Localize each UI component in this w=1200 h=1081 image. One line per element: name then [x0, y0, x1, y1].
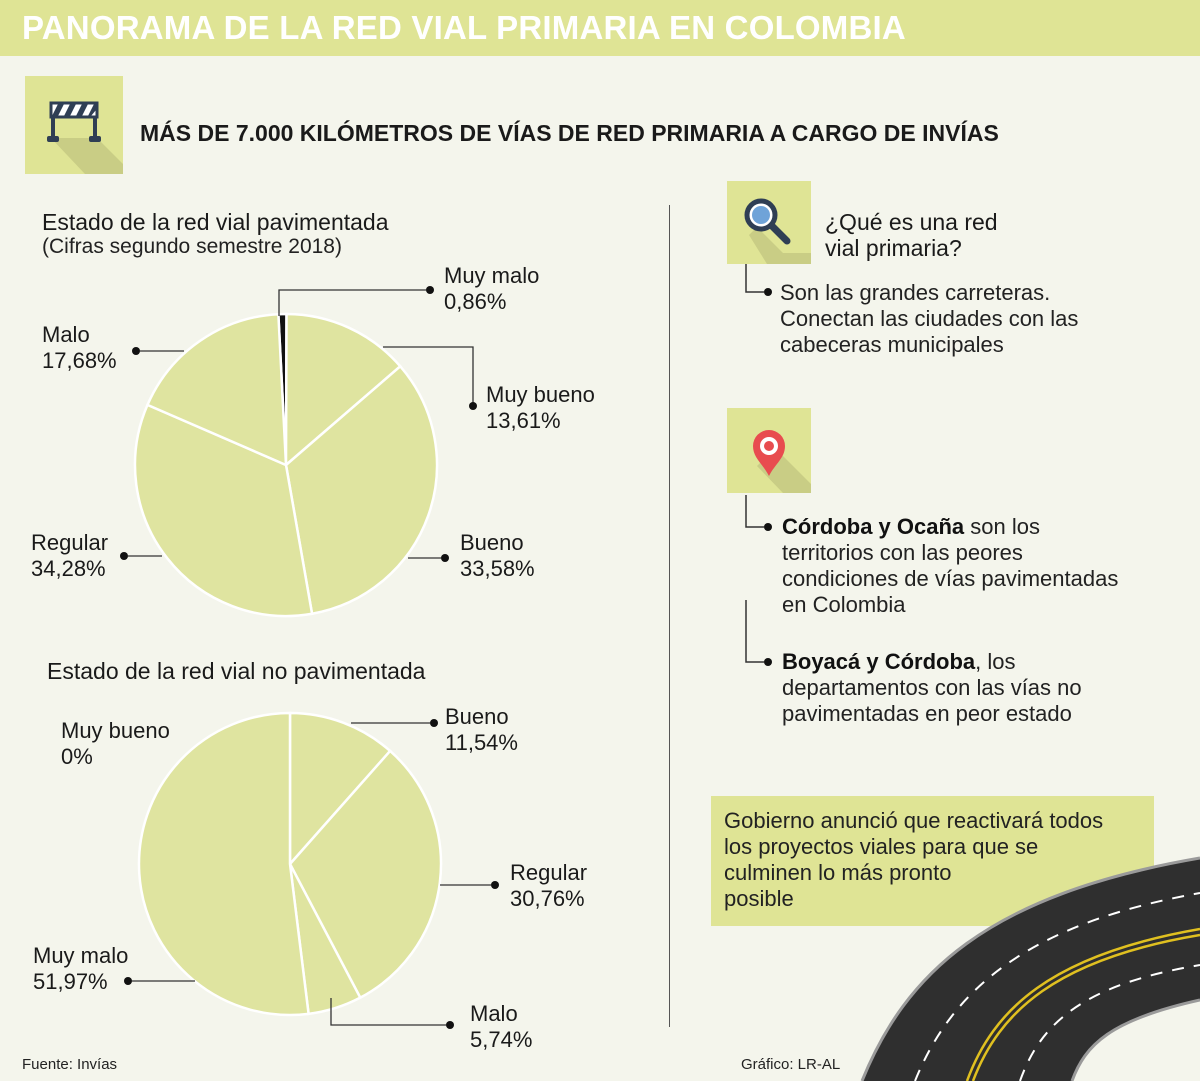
chart2-leader-bueno-dot: [430, 719, 438, 727]
chart2-leader-malo: [330, 998, 446, 1026]
chart2-leader-muy-malo-dot: [124, 977, 132, 985]
question-title: ¿Qué es una red vial primaria?: [825, 209, 998, 261]
chart1-leader-bueno-dot: [441, 554, 449, 562]
map-pin-icon: [727, 408, 811, 493]
chart1-leader-muy-malo: [278, 289, 426, 316]
chart1-leader-malo-dot: [132, 347, 140, 355]
chart2-slice-bueno: [288, 711, 392, 868]
chart2-label-bueno: Bueno 11,54%: [445, 704, 518, 755]
magnifier-icon: [727, 181, 811, 264]
credit-footer: Gráfico: LR-AL: [741, 1056, 841, 1073]
chart2-title: Estado de la red vial no pavimentada: [47, 658, 426, 684]
note-text: Gobierno anunció que reactivará todos lo…: [724, 808, 1104, 911]
chart1-label-muy-malo: Muy malo 0,86%: [444, 263, 540, 314]
vertical-divider: [669, 205, 670, 1027]
chart2-leader-malo-dot: [446, 1021, 454, 1029]
road-barrier-icon: [25, 76, 123, 174]
page-title: PANORAMA DE LA RED VIAL PRIMARIA EN COLO…: [22, 9, 906, 46]
chart2-slice-muy-malo: [137, 711, 310, 1017]
chart1-label-regular: Regular 34,28%: [31, 530, 109, 581]
chart1-title: Estado de la red vial pavimentada: [42, 209, 389, 235]
chart2-label-regular: Regular 30,76%: [510, 860, 588, 911]
chart1-label-muy-bueno: Muy bueno 13,61%: [486, 382, 595, 433]
source-footer: Fuente: Invías: [22, 1056, 118, 1073]
question-answer: Son las grandes carreteras. Conectan las…: [780, 280, 1079, 357]
chart2-label-malo: Malo 5,74%: [470, 1001, 533, 1052]
chart1-slice-muy-bueno: [284, 312, 403, 468]
chart1-slice-malo: [145, 312, 288, 467]
chart1-leader-regular-dot: [120, 552, 128, 560]
chart2-leader-regular-dot: [491, 881, 499, 889]
chart1-leader-muy-bueno-dot: [469, 402, 477, 410]
chart2-label-muy-bueno: Muy bueno 0%: [61, 718, 170, 769]
chart1-subtitle: (Cifras segundo semestre 2018): [42, 235, 342, 258]
chart1-label-malo: Malo 17,68%: [42, 322, 117, 373]
location-item-1: Córdoba y Ocaña son los territorios con …: [782, 514, 1119, 617]
title-bar: [0, 0, 1200, 56]
chart1-leader-muy-malo-dot: [426, 286, 434, 294]
chart1-slice-bueno: [284, 364, 439, 616]
chart1-label-bueno: Bueno 33,58%: [460, 530, 535, 581]
chart2-slice-regular: [288, 749, 443, 1000]
section-subtitle: MÁS DE 7.000 KILÓMETROS DE VÍAS DE RED P…: [140, 120, 999, 146]
location-item-2: Boyacá y Córdoba, los departamentos con …: [782, 649, 1082, 726]
chart2-label-muy-malo: Muy malo 51,97%: [33, 943, 129, 994]
chart1-leader-muy-bueno: [383, 346, 474, 404]
